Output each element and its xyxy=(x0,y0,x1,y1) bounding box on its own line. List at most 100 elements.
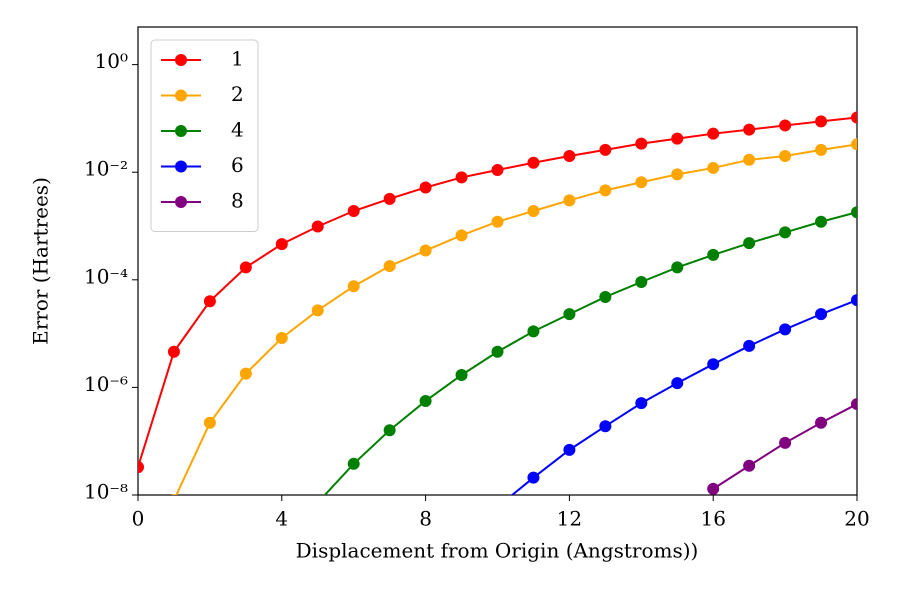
data-point xyxy=(138,461,144,474)
data-point xyxy=(347,280,360,293)
data-point xyxy=(851,398,857,411)
x-tick-label: 16 xyxy=(700,507,725,531)
data-point xyxy=(347,457,360,470)
data-point xyxy=(707,161,720,174)
plot-frame xyxy=(137,26,858,496)
data-point xyxy=(743,459,756,472)
data-point xyxy=(492,501,504,513)
data-point xyxy=(743,123,756,136)
legend-label: 6 xyxy=(231,153,244,177)
data-point xyxy=(635,137,648,150)
data-point xyxy=(851,206,857,219)
series-line xyxy=(175,143,857,495)
data-point xyxy=(419,394,432,407)
data-point xyxy=(815,115,828,128)
legend-marker xyxy=(175,125,187,137)
data-point xyxy=(671,168,684,181)
data-point xyxy=(779,150,792,163)
data-point xyxy=(491,215,504,228)
x-tick-label: 20 xyxy=(844,507,869,531)
y-tick-label: 10⁰ xyxy=(95,49,128,73)
legend-label: 4 xyxy=(231,118,244,142)
legend-marker xyxy=(175,196,187,208)
legend-marker xyxy=(175,89,187,102)
data-point xyxy=(311,220,324,233)
data-point xyxy=(815,143,828,156)
data-point xyxy=(671,132,684,145)
data-point xyxy=(419,244,432,257)
data-point xyxy=(491,345,504,358)
data-point xyxy=(599,420,612,433)
data-point xyxy=(491,163,504,176)
data-point xyxy=(743,153,756,166)
data-point xyxy=(455,369,468,382)
legend-label: 2 xyxy=(231,82,244,106)
data-point xyxy=(599,184,612,197)
data-point xyxy=(635,176,648,189)
x-axis-label: Displacement from Origin (Angstroms)) xyxy=(296,539,699,563)
data-point xyxy=(635,276,648,289)
data-point xyxy=(599,143,612,156)
data-point xyxy=(527,471,540,484)
data-point xyxy=(563,443,576,456)
y-axis-label: Error (Hartrees) xyxy=(29,177,53,345)
data-point xyxy=(851,138,857,151)
data-point xyxy=(815,308,828,321)
data-point xyxy=(563,150,576,163)
series-line xyxy=(323,211,857,495)
data-point xyxy=(599,290,612,303)
data-point xyxy=(239,261,252,274)
data-point xyxy=(170,494,177,495)
data-point xyxy=(419,181,432,194)
data-point xyxy=(203,416,216,429)
data-point xyxy=(383,192,396,205)
legend-label: 1 xyxy=(231,47,244,71)
data-point xyxy=(383,424,396,437)
data-point xyxy=(851,111,857,124)
x-tick-label: 0 xyxy=(132,507,145,531)
data-point xyxy=(779,436,792,449)
data-point xyxy=(167,345,180,358)
legend-box xyxy=(150,39,259,232)
data-point xyxy=(383,260,396,273)
x-tick-label: 8 xyxy=(419,507,432,531)
x-tick-label: 4 xyxy=(275,507,288,531)
data-point xyxy=(527,325,540,338)
data-point xyxy=(275,331,288,344)
data-point xyxy=(527,156,540,169)
data-point xyxy=(527,205,540,218)
legend-marker xyxy=(175,160,187,173)
data-point xyxy=(311,304,324,317)
data-point xyxy=(707,248,720,261)
data-point xyxy=(707,127,720,140)
data-point xyxy=(347,205,360,218)
data-point xyxy=(815,416,828,429)
y-tick-label: 10⁻⁶ xyxy=(84,372,128,396)
data-point xyxy=(455,171,468,184)
data-point xyxy=(635,397,648,410)
data-point xyxy=(707,358,720,371)
x-tick-label: 12 xyxy=(557,507,582,531)
data-point xyxy=(671,377,684,390)
series-line xyxy=(510,299,857,495)
data-point xyxy=(203,295,216,308)
data-point xyxy=(275,238,288,251)
data-point xyxy=(671,261,684,274)
y-tick-label: 10⁻⁸ xyxy=(84,480,128,504)
y-tick-label: 10⁻² xyxy=(84,157,128,181)
y-tick-label: 10⁻⁴ xyxy=(84,264,128,288)
data-point xyxy=(779,119,792,132)
data-point xyxy=(743,237,756,250)
data-point xyxy=(239,367,252,380)
legend-label: 8 xyxy=(231,189,244,213)
data-point xyxy=(707,482,720,495)
data-point xyxy=(743,339,756,352)
data-point xyxy=(851,294,857,307)
data-point xyxy=(455,229,468,242)
data-point xyxy=(815,215,828,228)
data-point xyxy=(563,194,576,207)
data-point xyxy=(312,497,324,509)
data-point xyxy=(563,308,576,321)
plot-area xyxy=(138,111,857,513)
